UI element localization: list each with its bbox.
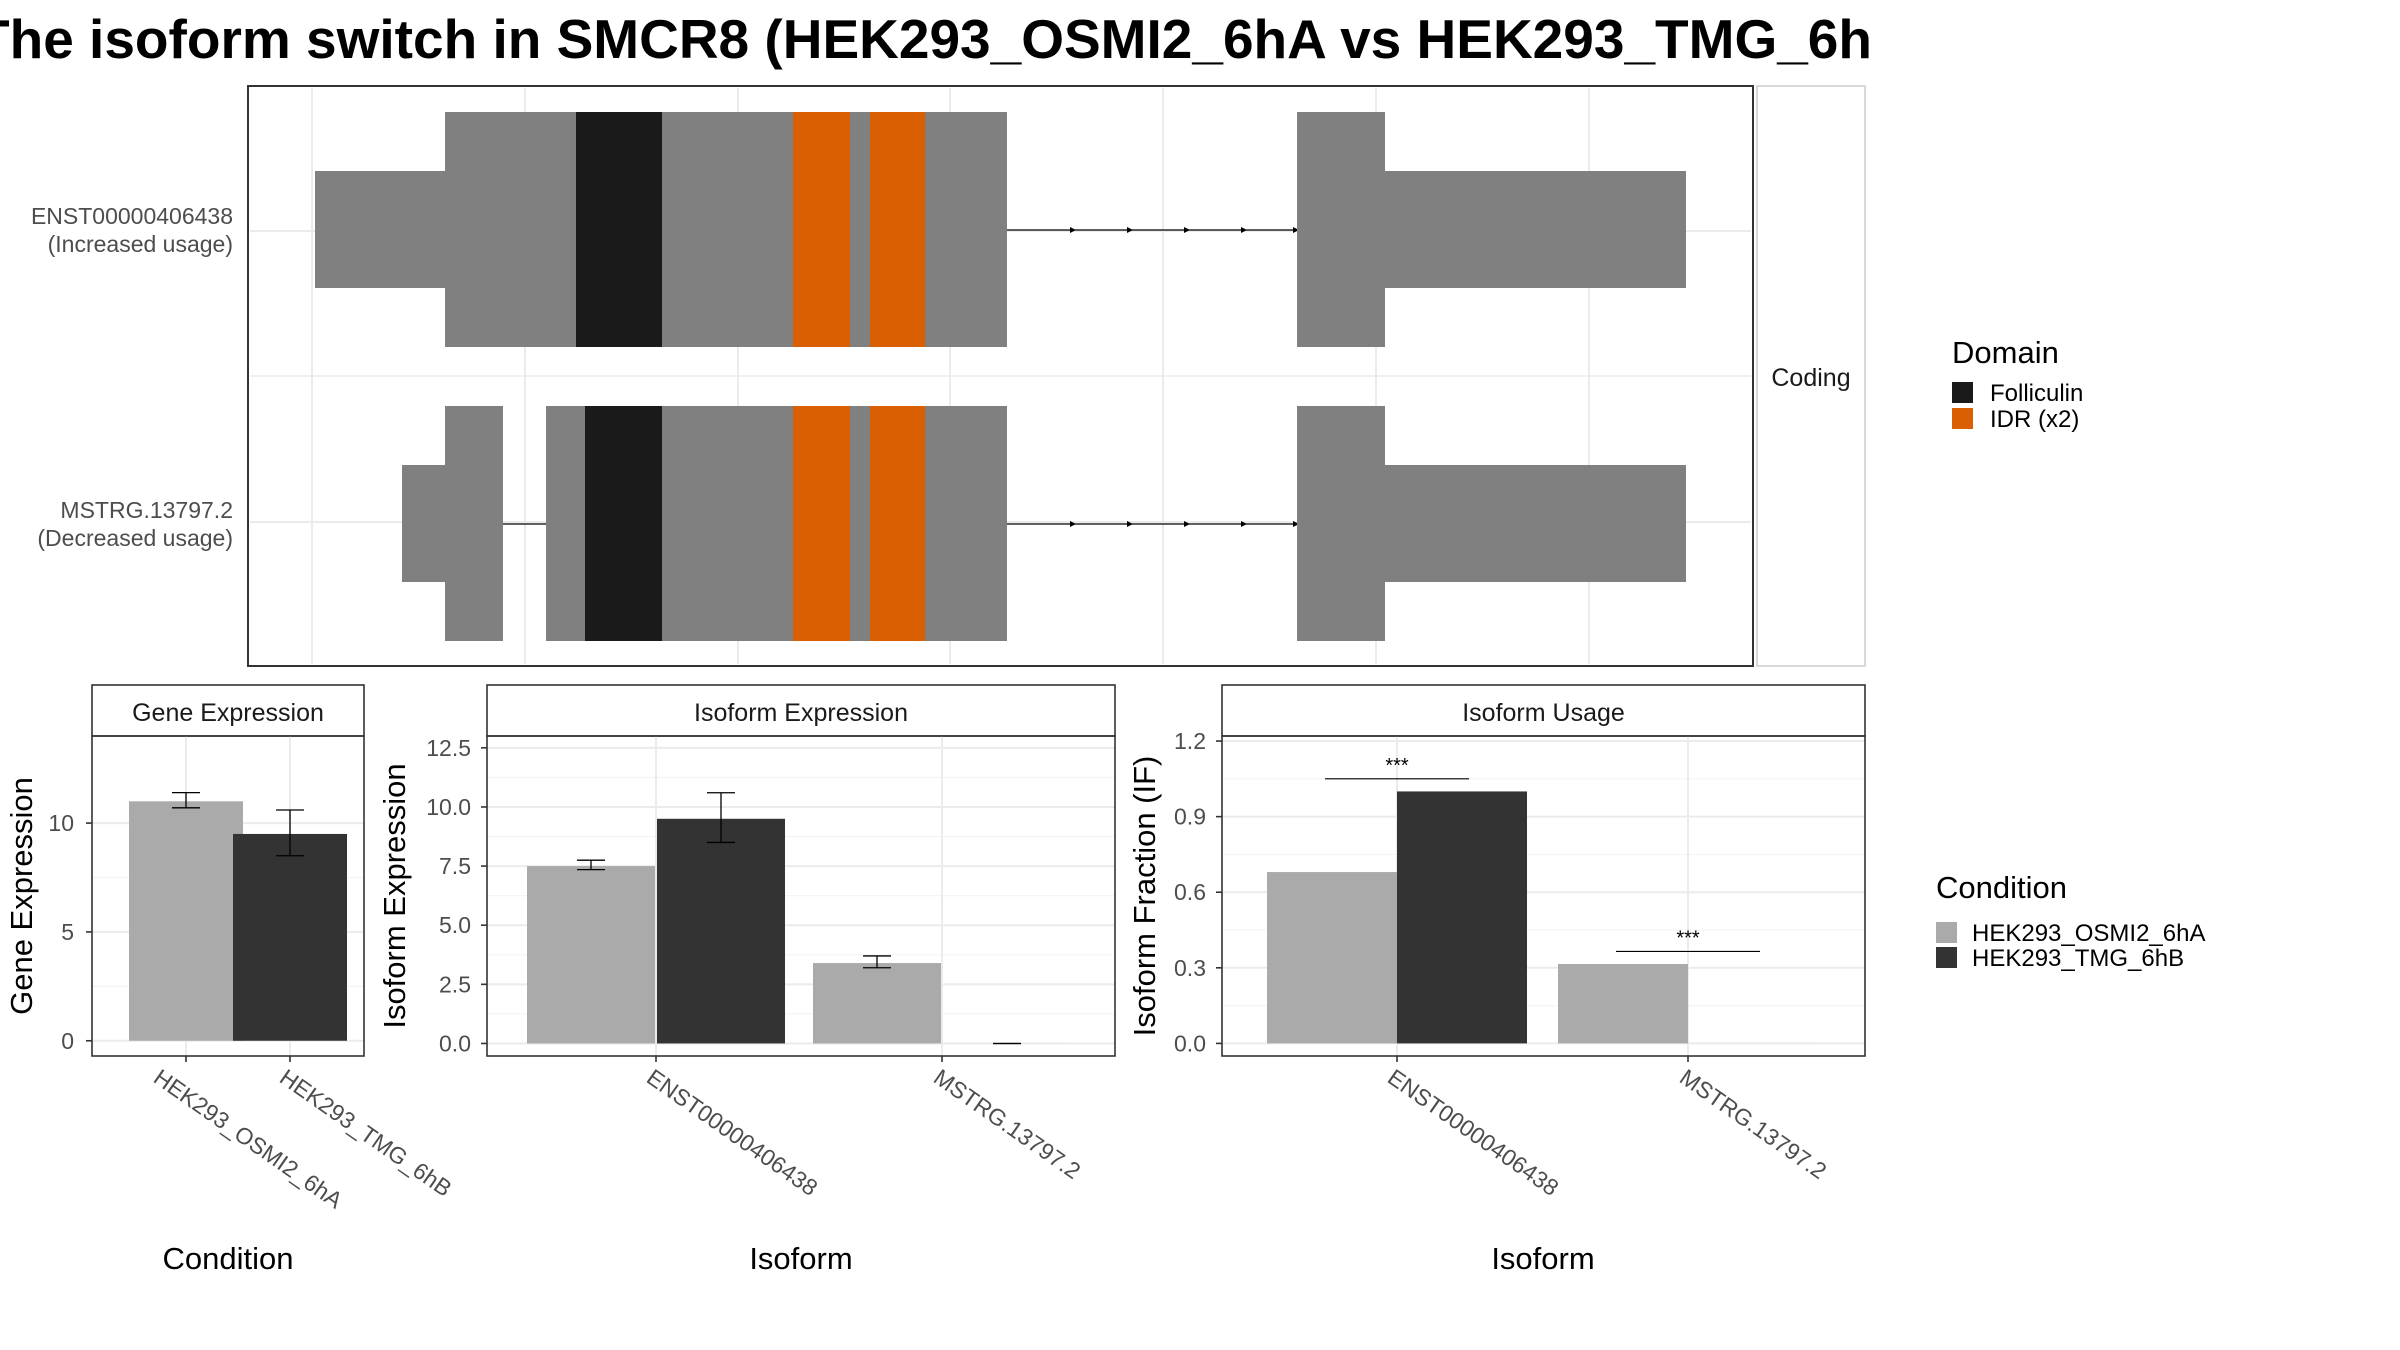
domain-legend: Domain Folliculin IDR (x2) (1952, 335, 2083, 433)
bar-panels: Gene Expression0510HEK293_OSMI2_6hAHEK29… (4, 684, 1866, 1276)
panel-border (91, 735, 365, 1057)
y-tick-label: 12.5 (426, 735, 471, 761)
y-tick-label: 0.6 (1174, 879, 1206, 905)
idr-region (793, 112, 850, 347)
legend-label-cond-b: HEK293_TMG_6hB (1972, 945, 2184, 972)
significance-label: *** (1385, 755, 1409, 777)
bar (527, 866, 655, 1044)
y-axis-title: Isoform Expression (377, 763, 412, 1028)
panel-strip (91, 684, 365, 737)
panel-strip (1221, 684, 1866, 737)
legend-label-folliculin: Folliculin (1990, 380, 2083, 407)
y-tick-label: 0.0 (439, 1030, 471, 1056)
idr-region (870, 112, 925, 347)
coding-exon (445, 406, 503, 641)
x-axis-title: Isoform (749, 1241, 852, 1276)
folliculin-domain (576, 112, 662, 347)
coding-strip (1756, 85, 1866, 667)
bar (1558, 964, 1688, 1044)
utr-exon (1385, 465, 1686, 582)
y-tick-label: 0 (61, 1028, 74, 1054)
figure-title: The isoform switch in SMCR8 (HEK293_OSMI… (0, 8, 1930, 70)
significance-label: *** (1676, 927, 1700, 949)
panel-border (1221, 735, 1866, 1057)
legend-swatch-cond-a (1936, 922, 1957, 943)
x-tick-label: MSTRG.13797.2 (1675, 1064, 1831, 1184)
y-tick-label: 0.0 (1174, 1030, 1206, 1056)
y-tick-label: 2.5 (439, 971, 471, 997)
utr-exon (402, 465, 445, 582)
y-tick-label: 10.0 (426, 794, 471, 820)
legend-swatch-cond-b (1936, 947, 1957, 968)
condition-legend-title: Condition (1936, 870, 2067, 905)
transcript-label: ENST00000406438 (31, 203, 233, 229)
transcript-sublabel: (Increased usage) (48, 231, 233, 257)
legend-swatch-idr (1952, 408, 1973, 429)
y-tick-label: 0.9 (1174, 804, 1206, 830)
y-tick-label: 5 (61, 919, 74, 945)
transcript-label: MSTRG.13797.2 (60, 497, 233, 523)
utr-exon (1385, 171, 1686, 288)
bar (129, 801, 243, 1041)
y-tick-label: 0.3 (1174, 955, 1206, 981)
intron-arrows (1070, 521, 1299, 527)
x-tick-label: ENST00000406438 (1383, 1064, 1563, 1201)
bar (1267, 872, 1397, 1044)
transcript-panel: ENST00000406438 (Increased usage) MSTRG.… (31, 85, 1866, 667)
condition-legend: Condition HEK293_OSMI2_6hA HEK293_TMG_6h… (1936, 870, 2205, 972)
idr-region (793, 406, 850, 641)
x-axis-title: Condition (163, 1241, 294, 1276)
legend-label-cond-a: HEK293_OSMI2_6hA (1972, 920, 2205, 947)
panel-strip-label: Gene Expression (132, 699, 324, 727)
idr-region (870, 406, 925, 641)
legend-swatch-folliculin (1952, 382, 1973, 403)
x-axis-title: Isoform (1491, 1241, 1594, 1276)
y-tick-label: 7.5 (439, 853, 471, 879)
x-tick-label: MSTRG.13797.2 (929, 1064, 1085, 1184)
panel-strip-label: Isoform Expression (694, 699, 908, 727)
transcript-mstrg-13797-2 (402, 406, 1686, 641)
panel-strip (486, 684, 1116, 737)
intron-arrows (1070, 227, 1299, 233)
transcript-sublabel: (Decreased usage) (37, 525, 233, 551)
bar (813, 963, 941, 1044)
y-tick-label: 1.2 (1174, 728, 1206, 754)
panel-strip-label: Isoform Usage (1462, 699, 1625, 727)
utr-exon (315, 171, 445, 288)
bar (233, 833, 347, 1041)
transcript-enst00000406438 (315, 112, 1686, 347)
panel-border (486, 735, 1116, 1057)
y-axis-title: Isoform Fraction (IF) (1127, 756, 1162, 1037)
folliculin-domain (585, 406, 662, 641)
coding-strip-label: Coding (1771, 364, 1850, 392)
bar (657, 818, 785, 1044)
x-tick-label: ENST00000406438 (642, 1064, 822, 1201)
y-axis-title: Gene Expression (4, 777, 39, 1015)
domain-legend-title: Domain (1952, 335, 2059, 370)
coding-exon (1297, 406, 1385, 641)
y-tick-label: 5.0 (439, 912, 471, 938)
coding-exon (1297, 112, 1385, 347)
legend-label-idr: IDR (x2) (1990, 406, 2079, 433)
bar (1397, 791, 1527, 1044)
y-tick-label: 10 (48, 810, 74, 836)
